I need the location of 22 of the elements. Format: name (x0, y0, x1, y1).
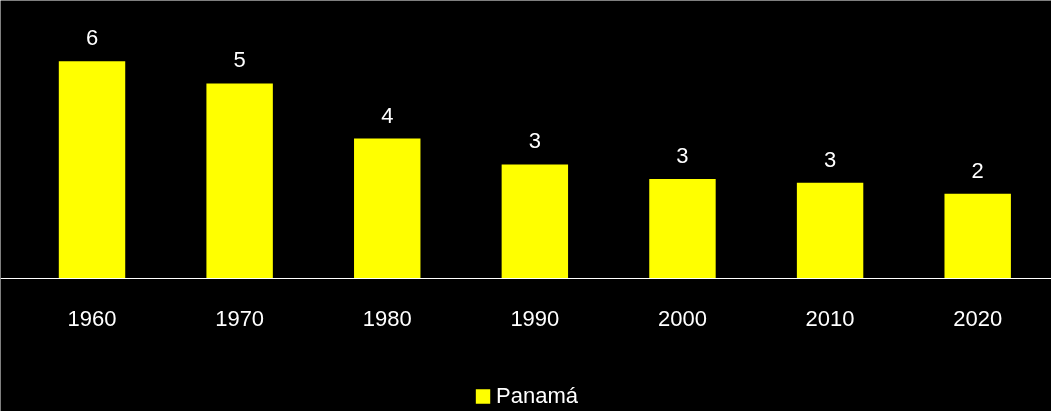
x-tick-label: 2020 (953, 306, 1003, 331)
bar (354, 138, 421, 279)
data-label: 4 (381, 102, 394, 128)
bar (501, 164, 569, 279)
bar (944, 193, 1011, 279)
bar (649, 179, 716, 279)
bar (206, 83, 273, 279)
bar (796, 182, 864, 279)
x-tick-label: 1990 (510, 306, 560, 331)
data-label: 5 (233, 47, 246, 73)
data-label: 3 (823, 146, 837, 172)
x-tick-label: 2010 (805, 306, 855, 331)
data-label: 3 (528, 128, 541, 154)
bar (58, 61, 126, 279)
data-label: 3 (676, 143, 689, 169)
x-tick-label: 1960 (67, 306, 117, 331)
x-tick-label: 1980 (362, 306, 412, 331)
x-tick-label: 1970 (215, 306, 265, 331)
x-tick-label: 2000 (658, 306, 707, 331)
data-label: 6 (85, 25, 99, 51)
data-label: 2 (971, 157, 984, 183)
legend-label: Panamá (496, 383, 578, 409)
